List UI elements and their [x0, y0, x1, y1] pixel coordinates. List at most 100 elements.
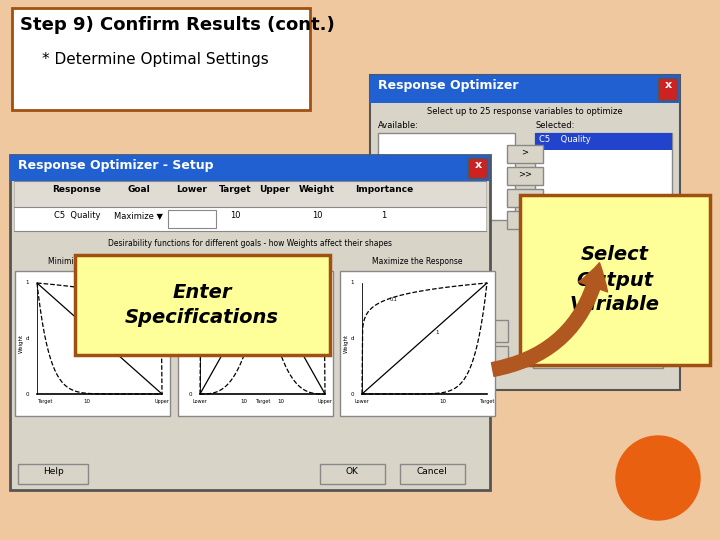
Text: Step 9) Confirm Results (cont.): Step 9) Confirm Results (cont.) [20, 16, 335, 34]
Text: Minimize the Response: Minimize the Response [48, 257, 136, 266]
Bar [168, 210, 216, 228]
Text: Enter
Specifications: Enter Specifications [125, 283, 279, 327]
Bar [340, 271, 495, 416]
Text: C5  Quality: C5 Quality [54, 211, 100, 220]
Bar [14, 181, 486, 207]
Text: 0.1: 0.1 [209, 297, 217, 302]
Text: 0: 0 [189, 392, 192, 396]
Text: Lower: Lower [193, 399, 207, 404]
Text: d: d [25, 336, 29, 341]
Bar [18, 464, 88, 484]
Bar [507, 167, 543, 185]
Text: d: d [351, 336, 354, 341]
Text: 10: 10 [312, 211, 323, 220]
Bar [15, 271, 170, 416]
Bar [370, 75, 680, 103]
Text: Options...: Options... [576, 322, 620, 331]
Bar [10, 155, 490, 181]
Text: 10: 10 [230, 211, 240, 220]
Text: Upper: Upper [155, 399, 169, 404]
Text: Response Optimizer: Response Optimizer [378, 79, 518, 92]
Text: Select
Output
Variable: Select Output Variable [570, 246, 660, 314]
Text: Available:: Available: [378, 121, 419, 130]
Text: 1: 1 [351, 280, 354, 286]
Bar [10, 155, 490, 490]
Text: 1: 1 [274, 330, 276, 335]
Text: Lower: Lower [176, 185, 207, 194]
Text: C5    Quality: C5 Quality [539, 135, 590, 144]
FancyArrowPatch shape [492, 263, 608, 376]
Text: Target: Target [255, 399, 270, 404]
Text: 1: 1 [436, 330, 438, 335]
Text: >: > [521, 147, 528, 156]
Bar [378, 346, 508, 368]
Text: 5: 5 [189, 211, 194, 220]
Bar [658, 78, 677, 100]
Bar [12, 8, 310, 110]
Bar [400, 464, 465, 484]
Text: >>: >> [518, 169, 532, 178]
Text: 10: 10 [240, 399, 247, 404]
Bar [535, 133, 672, 150]
Text: * Determine Optimal Settings: * Determine Optimal Settings [42, 52, 269, 67]
Circle shape [616, 436, 700, 520]
Text: Hit a target value: Hit a target value [221, 257, 289, 266]
Text: x: x [474, 160, 482, 170]
Bar [520, 195, 710, 365]
Text: 0.1: 0.1 [390, 297, 397, 302]
Text: Desirability functions for different goals - how Weights affect their shapes: Desirability functions for different goa… [108, 239, 392, 248]
Text: Importance: Importance [355, 185, 413, 194]
Bar [178, 271, 333, 416]
Bar [507, 211, 543, 229]
Text: 1: 1 [25, 280, 29, 286]
Text: OK: OK [346, 467, 359, 476]
Bar [320, 464, 385, 484]
Text: 10: 10 [84, 399, 91, 404]
Text: Weight: Weight [299, 185, 335, 194]
Text: 0.1: 0.1 [140, 353, 147, 357]
Text: d: d [189, 336, 192, 341]
Text: Cancel: Cancel [582, 348, 613, 357]
Bar [14, 207, 486, 231]
Bar [378, 133, 515, 220]
Bar [507, 189, 543, 207]
Bar [535, 133, 672, 220]
Text: Weight: Weight [343, 333, 348, 353]
Text: Goal: Goal [127, 185, 150, 194]
Text: Upper: Upper [318, 399, 333, 404]
Text: 0: 0 [351, 392, 354, 396]
Text: Response Optimizer - Setup: Response Optimizer - Setup [18, 159, 214, 172]
Text: Upper: Upper [258, 185, 289, 194]
Bar [370, 75, 680, 390]
Text: Weight: Weight [181, 333, 186, 353]
Text: x: x [665, 80, 672, 90]
Text: 0: 0 [25, 392, 29, 396]
Text: <: < [521, 213, 528, 222]
Text: Target: Target [480, 399, 495, 404]
Text: 1: 1 [382, 211, 387, 220]
Bar [378, 320, 508, 342]
Text: Cancel: Cancel [417, 467, 447, 476]
Bar [507, 145, 543, 163]
Text: Select up to 25 response variables to optimize: Select up to 25 response variables to op… [427, 107, 623, 116]
Text: Weight: Weight [19, 333, 24, 353]
Text: Target: Target [37, 399, 53, 404]
Text: Lower: Lower [355, 399, 369, 404]
Text: 10: 10 [278, 399, 284, 404]
Text: 1: 1 [248, 330, 252, 335]
Text: 10: 10 [440, 399, 446, 404]
Bar [533, 320, 663, 342]
Bar [533, 346, 663, 368]
Text: <<: << [518, 191, 532, 200]
Text: Setup...: Setup... [426, 322, 461, 331]
Text: Help: Help [42, 467, 63, 476]
Text: OK: OK [436, 348, 449, 357]
Bar [75, 255, 330, 355]
Text: Maximize ▼: Maximize ▼ [114, 211, 163, 220]
Text: 0.1: 0.1 [309, 297, 316, 302]
Text: Response: Response [53, 185, 102, 194]
Text: 1: 1 [104, 334, 107, 339]
Text: 1: 1 [189, 280, 192, 286]
Text: Target: Target [219, 185, 251, 194]
Bar [468, 158, 487, 178]
